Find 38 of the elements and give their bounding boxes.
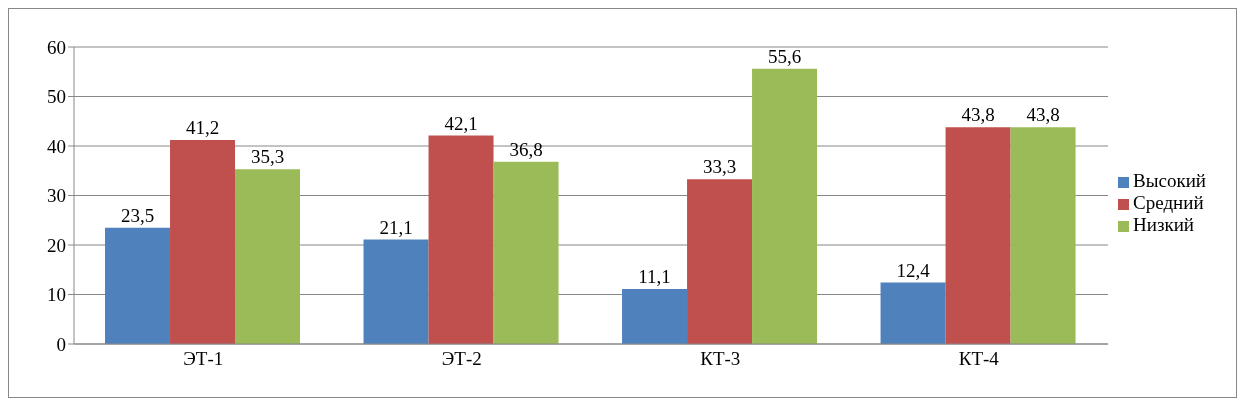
data-label: 43,8 xyxy=(961,104,995,126)
y-tick-label: 0 xyxy=(56,333,66,355)
legend-label: Высокий xyxy=(1133,170,1206,191)
bar xyxy=(687,179,753,344)
x-tick-label: ЭТ-1 xyxy=(183,348,224,370)
data-label: 21,1 xyxy=(379,216,413,238)
x-tick-label: КТ-4 xyxy=(958,348,1000,370)
bar xyxy=(1010,127,1076,344)
data-label: 35,3 xyxy=(250,146,285,168)
y-tick-label: 30 xyxy=(47,185,66,207)
data-label: 12,4 xyxy=(896,259,931,281)
legend-label: Низкий xyxy=(1133,214,1195,235)
data-label: 11,1 xyxy=(638,266,671,288)
bar xyxy=(622,289,688,344)
y-tick-label: 50 xyxy=(47,86,66,108)
data-label: 42,1 xyxy=(444,112,478,134)
data-label: 41,2 xyxy=(185,117,220,139)
bar xyxy=(428,135,494,344)
data-label: 33,3 xyxy=(702,156,737,178)
bar xyxy=(235,169,301,344)
data-label: 43,8 xyxy=(1026,104,1060,126)
bar xyxy=(945,127,1011,344)
bar xyxy=(170,140,236,344)
y-tick-label: 40 xyxy=(47,135,66,157)
x-tick-label: ЭТ-2 xyxy=(441,348,482,370)
data-label: 36,8 xyxy=(509,138,543,160)
x-tick-label: КТ-3 xyxy=(700,348,741,370)
y-tick-label: 60 xyxy=(47,36,66,58)
data-label: 55,6 xyxy=(767,45,802,67)
y-tick-label: 10 xyxy=(47,284,66,306)
bar xyxy=(493,161,559,344)
bar xyxy=(880,282,946,344)
data-label: 23,5 xyxy=(120,204,155,226)
legend-label: Средний xyxy=(1133,192,1204,213)
bar xyxy=(363,239,429,344)
bar xyxy=(752,68,818,344)
y-tick-label: 20 xyxy=(47,234,66,256)
bar xyxy=(105,227,171,344)
